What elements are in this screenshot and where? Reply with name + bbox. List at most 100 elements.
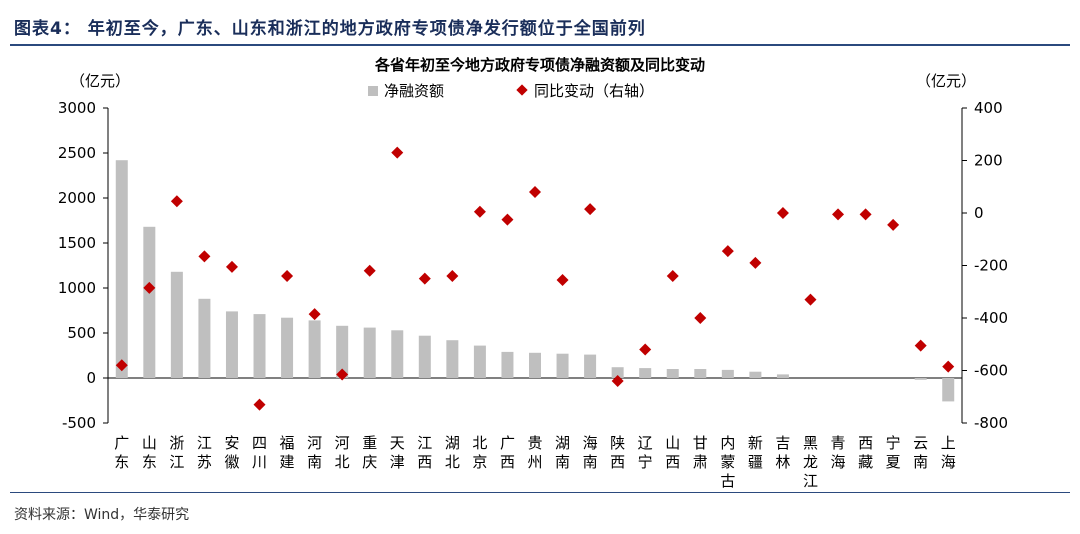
legend-marker-label: 同比变动（右轴） (534, 82, 654, 100)
bar-山西 (666, 369, 679, 378)
left-tick-label: 500 (67, 324, 96, 342)
marker-福建 (281, 270, 294, 282)
right-tick-label: 0 (974, 204, 984, 222)
labels: 各省年初至今地方政府专项债净融资额及同比变动 （亿元） （亿元） 净融资额 同比变动（右… (70, 56, 976, 490)
bar-江西 (418, 335, 431, 378)
marker-贵州 (529, 186, 541, 198)
category-label: 新疆 (748, 434, 763, 471)
marker-天津 (391, 146, 404, 159)
bar-广西 (501, 351, 514, 378)
right-axis-unit: （亿元） (916, 72, 976, 90)
category-label: 天津 (390, 434, 405, 471)
marker-广东 (115, 359, 128, 372)
category-label: 江西 (417, 434, 432, 471)
bar-天津 (391, 330, 404, 378)
bar-湖南 (556, 353, 569, 378)
axes: -500050010001500200025003000-800-600-400… (58, 99, 1008, 432)
category-label: 黑龙江 (803, 434, 818, 490)
bar-江苏 (198, 298, 211, 378)
bar-上海 (942, 378, 955, 402)
right-tick-label: 400 (974, 99, 1003, 117)
marker-甘肃 (694, 312, 707, 324)
left-axis-unit: （亿元） (70, 72, 130, 90)
marker-浙江 (170, 195, 183, 208)
category-label: 云南 (913, 434, 928, 471)
left-tick-label: 2000 (58, 189, 96, 207)
bar-四川 (253, 314, 266, 378)
title-rule (10, 44, 1070, 46)
marker-series (115, 146, 955, 411)
category-label: 吉林 (775, 434, 790, 471)
category-label: 广西 (500, 434, 515, 471)
marker-广西 (501, 213, 514, 226)
marker-江苏 (198, 250, 211, 263)
source-rule (10, 492, 1070, 493)
marker-河南 (308, 308, 321, 321)
bar-云南 (914, 378, 927, 380)
marker-海南 (584, 203, 597, 216)
marker-湖北 (446, 270, 459, 282)
marker-云南 (914, 339, 927, 352)
right-tick-label: 200 (974, 152, 1003, 170)
marker-安徽 (225, 260, 238, 273)
marker-辽宁 (639, 343, 652, 356)
left-tick-label: 3000 (58, 99, 96, 117)
marker-宁夏 (887, 218, 900, 231)
marker-重庆 (363, 264, 376, 277)
bar-辽宁 (639, 368, 652, 378)
bar-河南 (308, 320, 321, 378)
marker-青海 (832, 208, 845, 221)
category-label: 湖北 (445, 434, 460, 471)
bar-北京 (473, 345, 486, 378)
category-label: 河北 (335, 434, 350, 471)
left-tick-label: -500 (62, 414, 96, 432)
marker-山西 (666, 270, 679, 282)
marker-上海 (942, 360, 955, 373)
bar-湖北 (446, 340, 459, 378)
bar-重庆 (363, 327, 376, 378)
bar-河北 (336, 325, 349, 378)
category-label: 四川 (252, 434, 267, 471)
marker-江西 (418, 272, 431, 285)
right-tick-label: -800 (974, 414, 1008, 432)
category-label: 甘肃 (693, 434, 708, 471)
bar-贵州 (529, 352, 541, 378)
category-label: 辽宁 (638, 434, 653, 471)
right-tick-label: -200 (974, 257, 1008, 275)
marker-河北 (336, 368, 349, 381)
category-label: 广东 (114, 434, 129, 471)
left-tick-label: 0 (86, 369, 96, 387)
category-label: 山西 (665, 434, 680, 471)
marker-内蒙古 (721, 245, 734, 258)
marker-西藏 (859, 208, 872, 221)
left-tick-label: 1000 (58, 279, 96, 297)
category-label: 西藏 (858, 434, 873, 471)
legend-marker-swatch (516, 84, 528, 96)
bar-福建 (281, 317, 294, 378)
category-label: 贵州 (527, 434, 542, 471)
bar-内蒙古 (721, 369, 734, 378)
bar-浙江 (170, 271, 183, 378)
category-label: 福建 (280, 434, 295, 471)
legend-bar-label: 净融资额 (384, 82, 444, 100)
right-tick-label: -600 (974, 362, 1008, 380)
right-tick-label: -400 (974, 309, 1008, 327)
category-label: 青海 (831, 434, 846, 471)
bar-海南 (584, 354, 597, 378)
left-tick-label: 2500 (58, 144, 96, 162)
bar-新疆 (749, 371, 762, 378)
bar-甘肃 (694, 369, 707, 378)
category-label: 海南 (583, 434, 598, 471)
marker-新疆 (749, 256, 762, 269)
category-label: 江苏 (197, 434, 212, 471)
marker-吉林 (776, 207, 789, 219)
source-note: 资料来源：Wind，华泰研究 (14, 507, 190, 523)
bar-series (115, 160, 955, 402)
category-label: 湖南 (555, 434, 570, 471)
category-label: 河南 (307, 434, 322, 471)
category-label: 内蒙古 (720, 434, 735, 490)
category-label: 宁夏 (886, 434, 901, 471)
marker-湖南 (556, 273, 569, 286)
figure-title: 图表4： 年初至今，广东、山东和浙江的地方政府专项债净发行额位于全国前列 (14, 19, 646, 39)
left-tick-label: 1500 (58, 234, 96, 252)
